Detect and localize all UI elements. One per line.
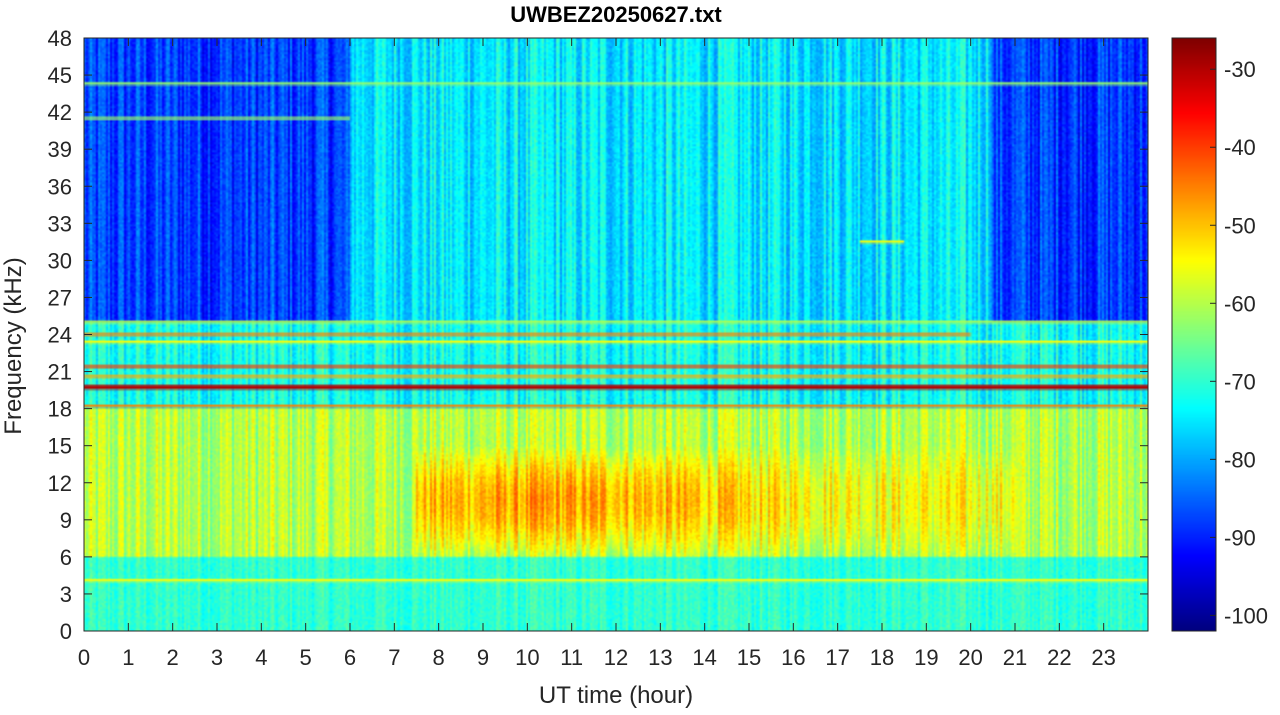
colorbar-tick-label: -40 (1224, 135, 1256, 160)
y-tick-label: 12 (48, 471, 72, 496)
x-tick-label: 1 (122, 645, 134, 670)
x-tick-label: 3 (211, 645, 223, 670)
x-tick-label: 15 (737, 645, 761, 670)
y-tick-label: 33 (48, 211, 72, 236)
y-axis-label: Frequency (kHz) (0, 257, 27, 435)
spectrogram-heatmap (84, 38, 1148, 631)
y-tick-label: 45 (48, 63, 72, 88)
x-tick-label: 23 (1091, 645, 1115, 670)
colorbar-tick-label: -60 (1224, 291, 1256, 316)
x-tick-label: 21 (1003, 645, 1027, 670)
x-tick-label: 6 (344, 645, 356, 670)
plot-area (83, 37, 1149, 632)
y-tick-label: 6 (60, 545, 72, 570)
y-tick-label: 27 (48, 285, 72, 310)
x-tick-label: 16 (781, 645, 805, 670)
colorbar: -30 -40 -50 -60 -70 -80 -90 -100 (1171, 37, 1268, 632)
x-axis-label: UT time (hour) (538, 682, 694, 709)
y-tick-label: 9 (60, 508, 72, 533)
x-tick-label: 7 (388, 645, 400, 670)
chart-title: UWBEZ20250627.txt (510, 2, 722, 27)
x-tick-label: 4 (255, 645, 267, 670)
x-tick-label: 12 (604, 645, 628, 670)
x-tick-label: 10 (515, 645, 539, 670)
x-tick-label: 9 (477, 645, 489, 670)
x-axis: 0 1 2 3 4 5 6 7 8 9 10 11 12 13 14 15 16 17 18 19 20 21 22 23 (78, 38, 1116, 670)
y-tick-label: 21 (48, 360, 72, 385)
colorbar-tick-label: -90 (1224, 525, 1256, 550)
x-tick-label: 17 (825, 645, 849, 670)
x-tick-label: 5 (300, 645, 312, 670)
colorbar-gradient (1172, 38, 1216, 631)
colorbar-frame (1171, 37, 1217, 632)
colorbar-tick-label: -70 (1224, 369, 1256, 394)
x-tick-label: 19 (914, 645, 938, 670)
y-tick-label: 24 (48, 323, 72, 348)
y-tick-label: 3 (60, 582, 72, 607)
x-tick-label: 20 (958, 645, 982, 670)
x-tick-label: 13 (648, 645, 672, 670)
colorbar-tick-label: -80 (1224, 447, 1256, 472)
y-tick-label: 42 (48, 100, 72, 125)
x-tick-label: 22 (1047, 645, 1071, 670)
y-tick-label: 48 (48, 26, 72, 51)
x-tick-label: 2 (167, 645, 179, 670)
colorbar-tick-label: -100 (1224, 603, 1268, 628)
y-tick-label: 36 (48, 174, 72, 199)
colorbar-tick-label: -30 (1224, 57, 1256, 82)
x-tick-label: 11 (560, 645, 583, 670)
colorbar-axis: -30 -40 -50 -60 -70 -80 -90 -100 (1210, 57, 1268, 628)
y-tick-label: 18 (48, 397, 72, 422)
y-tick-label: 30 (48, 248, 72, 273)
colorbar-tick-label: -50 (1224, 213, 1256, 238)
x-tick-label: 0 (78, 645, 90, 670)
x-tick-label: 14 (692, 645, 716, 670)
x-tick-label: 8 (433, 645, 445, 670)
y-tick-label: 39 (48, 137, 72, 162)
y-tick-label: 15 (48, 434, 72, 459)
x-tick-label: 18 (870, 645, 894, 670)
y-tick-label: 0 (60, 619, 72, 644)
